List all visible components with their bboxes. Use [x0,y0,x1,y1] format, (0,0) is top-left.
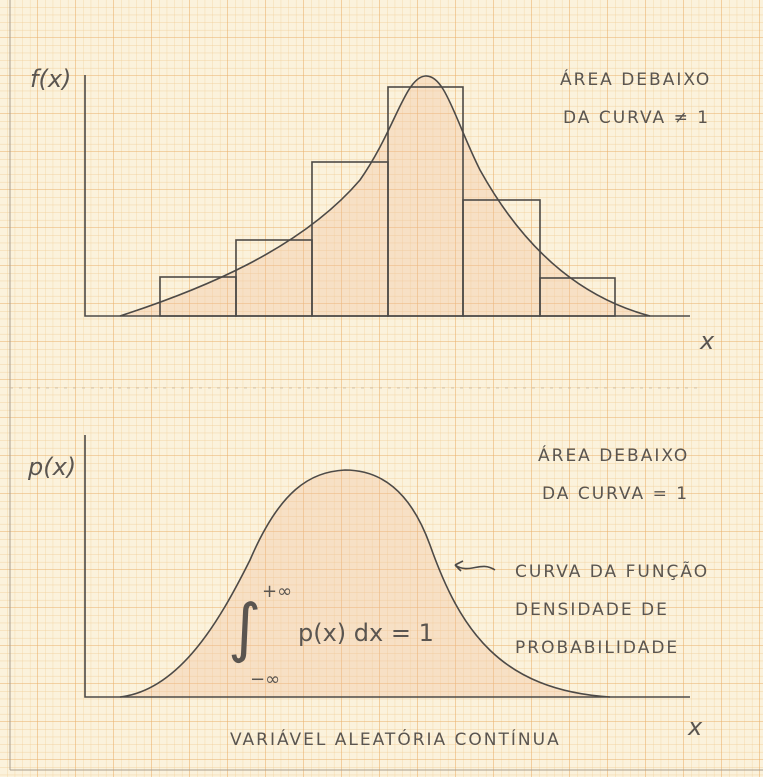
integral-sign: ∫ [228,592,261,666]
integral-lower: −∞ [250,669,280,690]
integral-upper: +∞ [262,581,292,602]
y-label: p(x) [27,453,76,481]
curve-label: DENSIDADE DE [515,600,669,620]
x-label: x [687,713,703,741]
y-label: f(x) [30,65,71,93]
sketch: f(x) x ÁREA DEBAIXO DA CURVA ≠ 1 p(x) x … [0,0,763,777]
curve-label: PROBABILIDADE [515,638,679,658]
note: ÁREA DEBAIXO [538,444,689,466]
note: DA CURVA = 1 [542,484,689,504]
note: ÁREA DEBAIXO [560,68,711,90]
integral-expression: p(x) dx = 1 [298,619,434,647]
note: DA CURVA ≠ 1 [563,108,710,128]
caption: VARIÁVEL ALEATÓRIA CONTÍNUA [230,728,561,750]
x-label: x [699,327,715,355]
curve-label: CURVA DA FUNÇÃO [515,560,709,582]
